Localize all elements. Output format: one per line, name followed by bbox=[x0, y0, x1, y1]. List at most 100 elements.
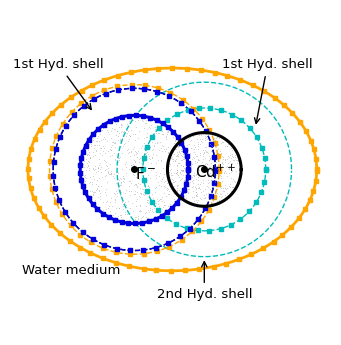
Point bbox=[212, 142, 218, 148]
Point bbox=[189, 200, 195, 205]
Point bbox=[165, 203, 170, 209]
Point bbox=[118, 136, 123, 142]
Point bbox=[124, 121, 130, 127]
Point bbox=[153, 152, 159, 158]
Point bbox=[175, 198, 180, 204]
Point bbox=[213, 172, 219, 178]
Point bbox=[150, 147, 155, 153]
Point bbox=[95, 184, 100, 189]
Point bbox=[228, 170, 234, 175]
Point bbox=[116, 184, 122, 189]
Point bbox=[159, 142, 164, 148]
Point bbox=[108, 199, 113, 205]
Point bbox=[134, 182, 139, 188]
Point bbox=[129, 149, 134, 154]
Point bbox=[144, 216, 150, 221]
Point bbox=[191, 198, 196, 204]
Point bbox=[177, 177, 182, 183]
Point bbox=[171, 141, 177, 146]
Point bbox=[171, 179, 176, 184]
Point bbox=[174, 169, 180, 175]
Point bbox=[177, 170, 183, 175]
Point bbox=[161, 171, 166, 177]
Point bbox=[182, 188, 187, 194]
Point bbox=[88, 174, 93, 180]
Point bbox=[182, 157, 188, 163]
Point bbox=[113, 217, 119, 223]
Point bbox=[153, 160, 159, 166]
Point bbox=[224, 139, 229, 145]
Point bbox=[178, 193, 184, 198]
Point bbox=[213, 135, 219, 140]
Point bbox=[226, 170, 231, 176]
Point bbox=[90, 137, 96, 143]
Point bbox=[221, 169, 227, 175]
Point bbox=[167, 201, 173, 206]
Point bbox=[153, 130, 159, 136]
Point bbox=[175, 167, 180, 172]
Point bbox=[159, 157, 164, 162]
Point bbox=[124, 212, 130, 217]
Point bbox=[139, 117, 145, 122]
Point bbox=[218, 140, 224, 146]
Point bbox=[84, 188, 90, 194]
Point bbox=[87, 141, 92, 147]
Point bbox=[207, 197, 212, 202]
Point bbox=[140, 154, 146, 159]
Point bbox=[238, 171, 243, 176]
Point bbox=[95, 183, 101, 189]
Point bbox=[108, 171, 113, 177]
Point bbox=[207, 141, 213, 147]
Point bbox=[194, 199, 199, 205]
Point bbox=[164, 131, 170, 137]
Point bbox=[166, 188, 172, 194]
Point bbox=[143, 191, 148, 196]
Point bbox=[225, 141, 231, 147]
Point bbox=[147, 206, 152, 211]
Point bbox=[80, 181, 86, 186]
Point bbox=[207, 173, 212, 179]
Point bbox=[168, 180, 174, 186]
Point bbox=[232, 178, 237, 183]
Point bbox=[94, 187, 100, 192]
Point bbox=[172, 188, 177, 193]
Point bbox=[196, 166, 201, 172]
Point bbox=[184, 174, 189, 179]
Point bbox=[134, 185, 139, 190]
Point bbox=[120, 175, 126, 181]
Point bbox=[152, 189, 158, 195]
Point bbox=[230, 176, 236, 181]
Point bbox=[113, 197, 118, 203]
Point bbox=[220, 163, 225, 168]
Point bbox=[153, 184, 159, 189]
Point bbox=[145, 183, 151, 189]
Point bbox=[174, 188, 180, 194]
Point bbox=[161, 204, 166, 209]
Point bbox=[123, 187, 128, 192]
Point bbox=[144, 134, 149, 139]
Point bbox=[223, 186, 229, 192]
Point bbox=[98, 146, 104, 151]
Point bbox=[196, 167, 201, 173]
Point bbox=[165, 152, 171, 158]
Point bbox=[195, 185, 201, 190]
Point bbox=[213, 164, 219, 169]
Point bbox=[120, 201, 126, 207]
Point bbox=[180, 154, 186, 159]
Point bbox=[218, 172, 223, 178]
Point bbox=[146, 216, 151, 221]
Point bbox=[93, 148, 99, 153]
Point bbox=[94, 185, 100, 190]
Point bbox=[105, 129, 111, 135]
Point bbox=[100, 144, 106, 149]
Point bbox=[174, 186, 179, 191]
Point bbox=[142, 165, 147, 171]
Point bbox=[200, 148, 205, 153]
Point bbox=[88, 196, 94, 201]
Point bbox=[206, 157, 212, 162]
Point bbox=[112, 196, 118, 202]
Point bbox=[100, 148, 105, 154]
Point bbox=[176, 187, 181, 192]
Point bbox=[154, 122, 160, 128]
Point bbox=[149, 139, 154, 145]
